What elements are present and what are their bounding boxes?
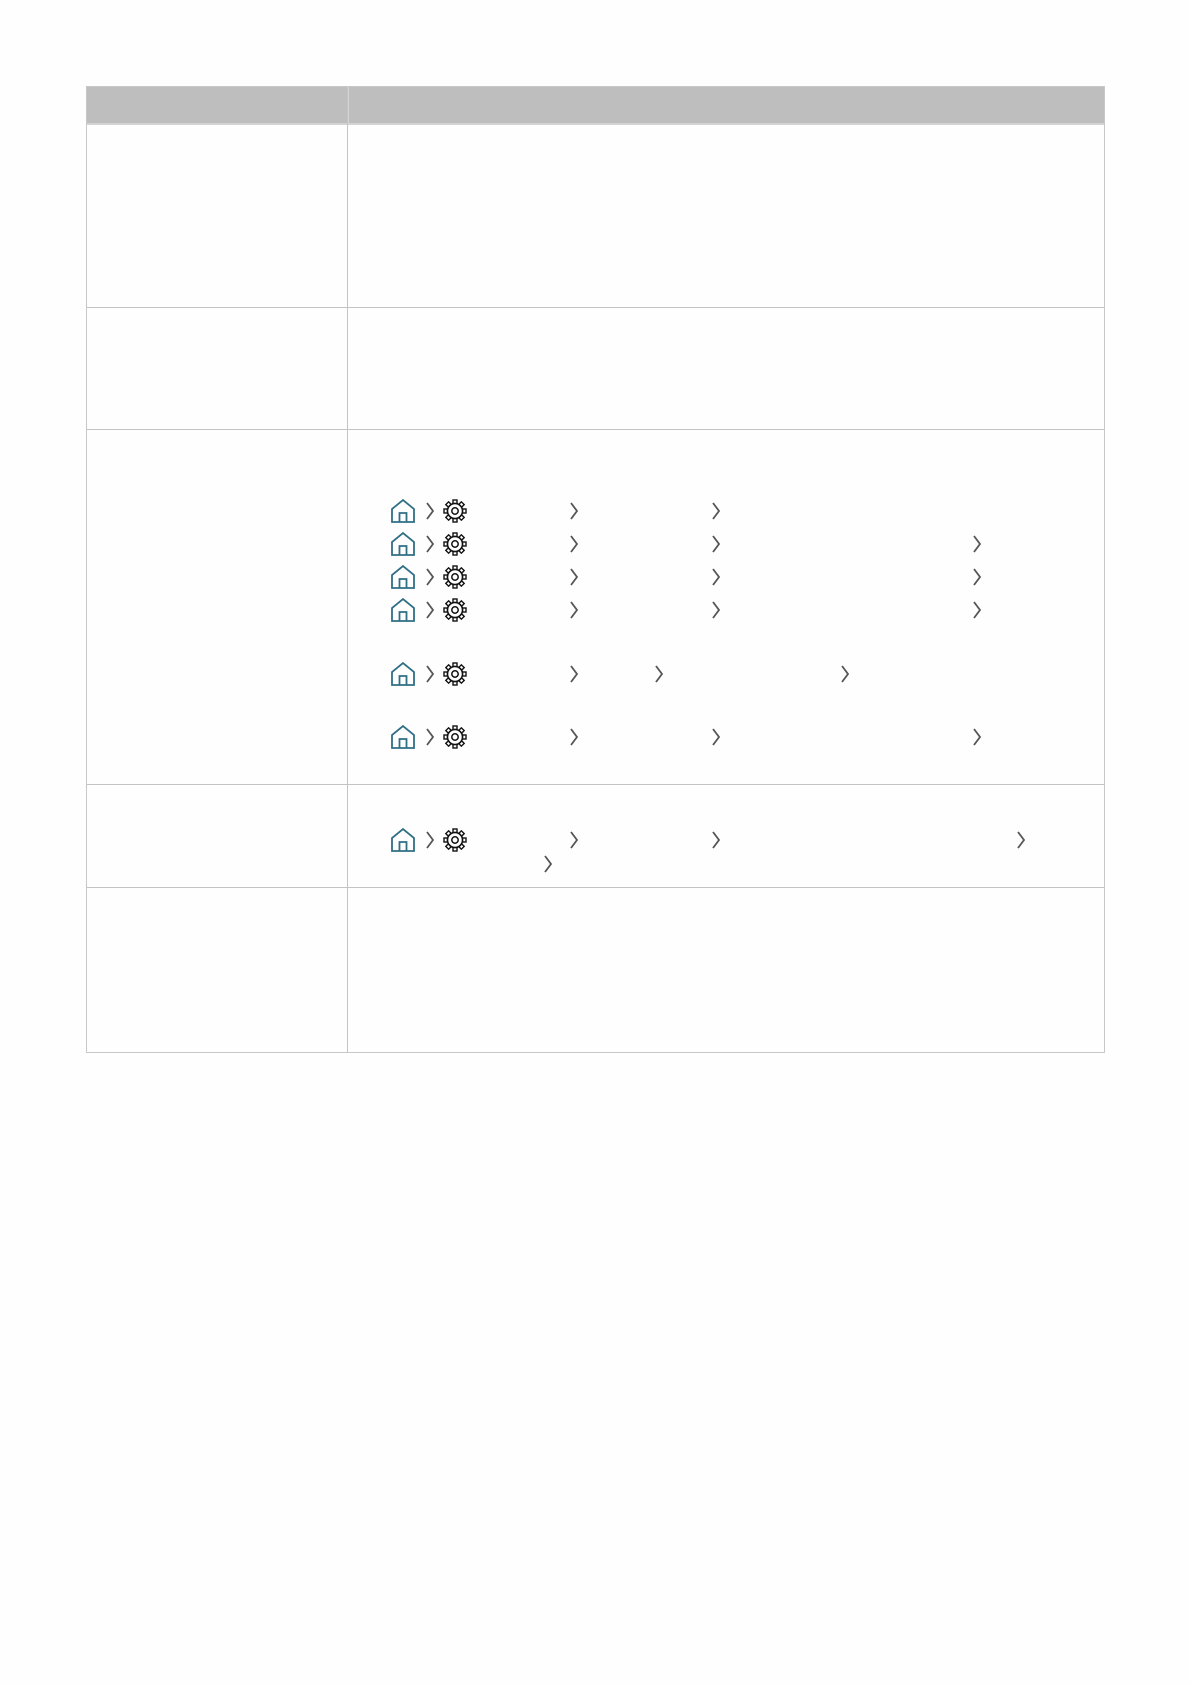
- chevron-right-icon: [971, 600, 983, 625]
- home-icon: [390, 661, 416, 692]
- gear-icon: [443, 725, 467, 754]
- row-divider: [87, 887, 1104, 888]
- row-divider: [87, 784, 1104, 785]
- gear-icon: [443, 828, 467, 857]
- chevron-right-icon: [568, 567, 580, 592]
- chevron-right-icon: [424, 501, 436, 526]
- chevron-right-icon: [568, 534, 580, 559]
- column-divider: [347, 87, 348, 1052]
- chevron-right-icon: [971, 567, 983, 592]
- chevron-right-icon: [653, 664, 665, 689]
- chevron-right-icon: [710, 501, 722, 526]
- chevron-right-icon: [424, 534, 436, 559]
- chevron-right-icon: [839, 664, 851, 689]
- chevron-right-icon: [424, 664, 436, 689]
- chevron-right-icon: [424, 830, 436, 855]
- table-header: [87, 87, 1104, 125]
- chevron-right-icon: [710, 727, 722, 752]
- home-icon: [390, 498, 416, 529]
- home-icon: [390, 531, 416, 562]
- gear-icon: [443, 662, 467, 691]
- chevron-right-icon: [710, 534, 722, 559]
- gear-icon: [443, 565, 467, 594]
- chevron-right-icon: [971, 727, 983, 752]
- home-icon: [390, 564, 416, 595]
- gear-icon: [443, 598, 467, 627]
- chevron-right-icon: [710, 830, 722, 855]
- chevron-right-icon: [424, 567, 436, 592]
- chevron-right-icon: [568, 600, 580, 625]
- chevron-right-icon: [424, 600, 436, 625]
- chevron-right-icon: [710, 567, 722, 592]
- home-icon: [390, 827, 416, 858]
- chevron-right-icon: [568, 501, 580, 526]
- chevron-right-icon: [568, 664, 580, 689]
- header-divider: [347, 87, 349, 123]
- row-divider: [87, 307, 1104, 308]
- home-icon: [390, 597, 416, 628]
- info-table: [86, 86, 1105, 1053]
- gear-icon: [443, 532, 467, 561]
- gear-icon: [443, 499, 467, 528]
- chevron-right-icon: [568, 727, 580, 752]
- row-divider: [87, 429, 1104, 430]
- chevron-right-icon: [971, 534, 983, 559]
- home-icon: [390, 724, 416, 755]
- chevron-right-icon: [710, 600, 722, 625]
- chevron-right-icon: [542, 854, 554, 879]
- chevron-right-icon: [424, 727, 436, 752]
- chevron-right-icon: [1015, 830, 1027, 855]
- chevron-right-icon: [568, 830, 580, 855]
